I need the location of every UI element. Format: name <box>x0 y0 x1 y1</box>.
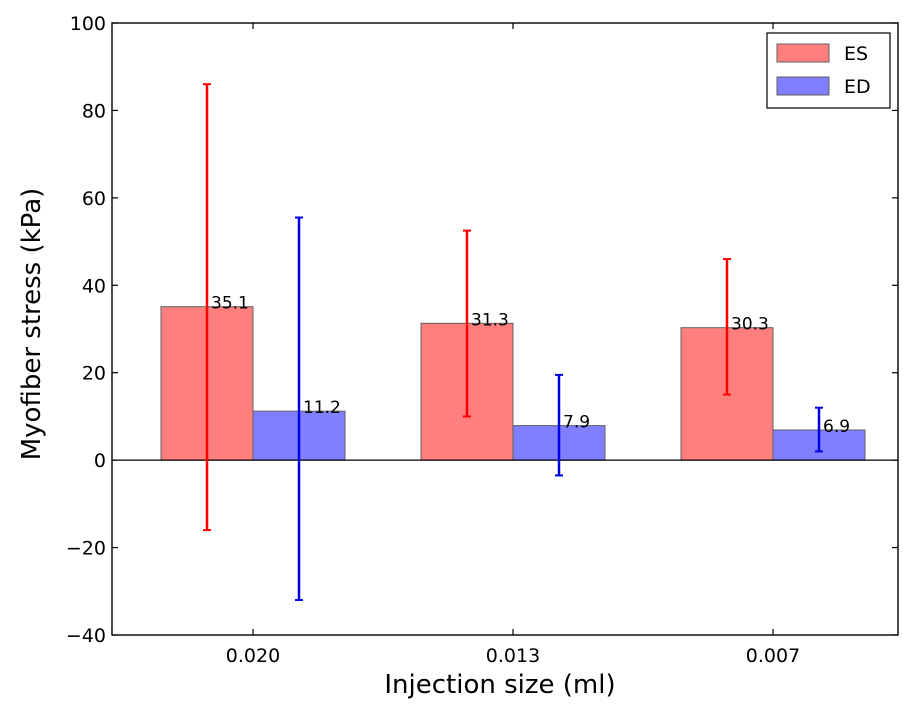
data-label-es-1: 31.3 <box>471 310 509 330</box>
y-tick-label-7: 100 <box>70 13 106 35</box>
errorbar-layer <box>203 83 823 602</box>
legend-label-ed: ED <box>844 76 871 98</box>
plot-area-frame <box>111 22 899 636</box>
y-tick-label-5: 60 <box>82 188 106 210</box>
data-label-ed-0: 11.2 <box>303 398 341 418</box>
legend-label-es: ES <box>844 43 868 65</box>
legend: ES ED <box>766 32 891 109</box>
x-tick-label-1: 0.013 <box>486 645 540 667</box>
y-tick-label-3: 20 <box>82 363 106 385</box>
tick-layer: 0.020 0.013 0.007 −40 −20 0 20 40 60 80 100 <box>66 13 898 667</box>
y-tick-label-0: −40 <box>66 625 106 647</box>
y-axis-title: Myofiber stress (kPa) <box>17 188 47 461</box>
x-tick-label-0: 0.020 <box>226 645 280 667</box>
data-label-ed-1: 7.9 <box>563 413 590 433</box>
x-axis-title: Injection size (ml) <box>384 670 615 700</box>
data-label-es-2: 30.3 <box>731 315 769 335</box>
y-tick-label-4: 40 <box>82 275 106 297</box>
y-tick-label-6: 80 <box>82 100 106 122</box>
legend-swatch-es <box>776 43 830 63</box>
y-tick-label-2: 0 <box>94 450 106 472</box>
legend-swatch-ed <box>776 76 830 96</box>
data-label-ed-2: 6.9 <box>823 417 850 437</box>
data-label-layer: 35.1 11.2 31.3 7.9 30.3 6.9 <box>211 294 850 437</box>
x-tick-label-2: 0.007 <box>746 645 800 667</box>
data-label-es-0: 35.1 <box>211 294 249 314</box>
y-tick-label-1: −20 <box>66 538 106 560</box>
